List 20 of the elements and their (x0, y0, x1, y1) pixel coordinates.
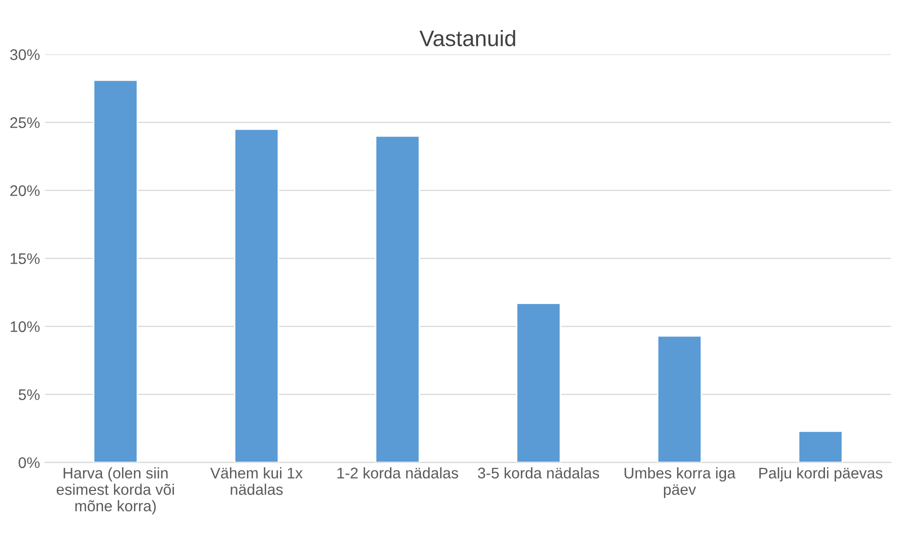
x-tick-label: Harva (olen siin esimest korda või mõne korra) (56, 467, 174, 514)
x-tick-label: Umbes korra iga päev (624, 467, 736, 498)
bar (516, 302, 562, 462)
x-tick-label: Vähem kui 1x nädalas (210, 467, 303, 495)
y-tick-label: 10% (10, 321, 40, 332)
bar (92, 80, 138, 462)
bar (656, 335, 702, 462)
bar (798, 430, 844, 462)
y-tick-label: 15% (10, 253, 40, 264)
bar (234, 128, 280, 462)
y-tick-label: 30% (10, 49, 40, 60)
y-tick-label: 5% (18, 389, 40, 400)
y-tick-label: 25% (10, 117, 40, 128)
x-tick-label: Palju kordi päevas (759, 467, 882, 482)
y-tick-label: 20% (10, 185, 40, 196)
x-tick-label: 1-2 korda nädalas (338, 467, 458, 478)
x-tick-label: 3-5 korda nädalas (478, 467, 600, 478)
y-tick-label: 0% (18, 457, 40, 468)
bar (374, 135, 420, 462)
chart-title: Vastanuid (420, 30, 516, 46)
